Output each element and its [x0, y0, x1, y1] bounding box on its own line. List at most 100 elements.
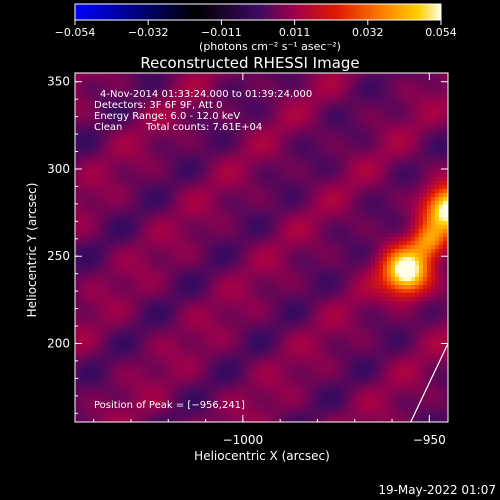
heatmap-cell — [227, 165, 232, 170]
heatmap-cell — [155, 221, 160, 226]
heatmap-cell — [195, 113, 200, 118]
heatmap-cell — [123, 245, 128, 250]
heatmap-cell — [203, 169, 208, 174]
heatmap-cell — [355, 189, 360, 194]
heatmap-cell — [107, 233, 112, 238]
heatmap-cell — [199, 141, 204, 146]
heatmap-cell — [131, 225, 136, 230]
heatmap-cell — [255, 221, 260, 226]
heatmap-cell — [387, 205, 392, 210]
heatmap-cell — [239, 137, 244, 142]
heatmap-cell — [259, 109, 264, 114]
heatmap-cell — [319, 237, 324, 242]
heatmap-cell — [383, 157, 388, 162]
heatmap-cell — [379, 261, 384, 266]
heatmap-cell — [227, 269, 232, 274]
heatmap-cell — [191, 125, 196, 130]
heatmap-cell — [147, 245, 152, 250]
heatmap-cell — [439, 93, 444, 98]
heatmap-cell — [87, 229, 92, 234]
heatmap-cell — [403, 177, 408, 182]
heatmap-cell — [87, 165, 92, 170]
heatmap-cell — [127, 277, 132, 282]
heatmap-cell — [163, 93, 168, 98]
heatmap-cell — [127, 257, 132, 262]
heatmap-cell — [407, 169, 412, 174]
heatmap-cell — [375, 89, 380, 94]
heatmap-cell — [147, 117, 152, 122]
heatmap-cell — [135, 89, 140, 94]
heatmap-cell — [247, 185, 252, 190]
heatmap-cell — [279, 165, 284, 170]
heatmap-cell — [423, 197, 428, 202]
heatmap-cell — [363, 249, 368, 254]
heatmap-cell — [147, 185, 152, 190]
heatmap-cell — [367, 257, 372, 262]
heatmap-cell — [115, 89, 120, 94]
heatmap-cell — [167, 73, 172, 78]
heatmap-cell — [443, 205, 448, 210]
heatmap-cell — [195, 197, 200, 202]
heatmap-cell — [175, 129, 180, 134]
heatmap-cell — [263, 181, 268, 186]
heatmap-cell — [95, 109, 100, 114]
heatmap-cell — [263, 133, 268, 138]
heatmap-cell — [315, 129, 320, 134]
heatmap-cell — [191, 145, 196, 150]
heatmap-cell — [103, 73, 108, 78]
heatmap-cell — [259, 189, 264, 194]
heatmap-cell — [115, 277, 120, 282]
heatmap-cell — [223, 205, 228, 210]
heatmap-cell — [263, 269, 268, 274]
heatmap-cell — [371, 249, 376, 254]
heatmap-cell — [335, 97, 340, 102]
heatmap-cell — [423, 153, 428, 158]
heatmap-cell — [75, 193, 80, 198]
heatmap-cell — [395, 221, 400, 226]
heatmap-cell — [323, 253, 328, 258]
heatmap-cell — [267, 233, 272, 238]
heatmap-cell — [287, 165, 292, 170]
heatmap-cell — [243, 185, 248, 190]
heatmap-cell — [335, 125, 340, 130]
heatmap-cell — [83, 205, 88, 210]
heatmap-cell — [351, 177, 356, 182]
heatmap-cell — [307, 169, 312, 174]
heatmap-cell — [323, 237, 328, 242]
heatmap-cell — [131, 113, 136, 118]
heatmap-cell — [271, 237, 276, 242]
heatmap-cell — [311, 185, 316, 190]
heatmap-cell — [407, 233, 412, 238]
heatmap-cell — [407, 185, 412, 190]
heatmap-cell — [403, 257, 408, 262]
heatmap-cell — [403, 221, 408, 226]
heatmap-cell — [143, 117, 148, 122]
heatmap-cell — [175, 77, 180, 82]
heatmap-cell — [199, 77, 204, 82]
heatmap-cell — [191, 81, 196, 86]
heatmap-cell — [231, 109, 236, 114]
heatmap-cell — [251, 81, 256, 86]
heatmap-cell — [359, 249, 364, 254]
heatmap-cell — [275, 265, 280, 270]
heatmap-cell — [275, 89, 280, 94]
heatmap-cell — [339, 253, 344, 258]
heatmap-cell — [415, 213, 420, 218]
heatmap-cell — [339, 249, 344, 254]
heatmap-cell — [139, 145, 144, 150]
heatmap-cell — [187, 217, 192, 222]
heatmap-cell — [315, 253, 320, 258]
heatmap-cell — [283, 101, 288, 106]
heatmap-cell — [299, 225, 304, 230]
heatmap-cell — [383, 253, 388, 258]
heatmap-cell — [111, 109, 116, 114]
heatmap-cell — [347, 249, 352, 254]
heatmap-cell — [379, 249, 384, 254]
heatmap-cell — [379, 269, 384, 274]
heatmap-cell — [175, 137, 180, 142]
heatmap-cell — [443, 245, 448, 250]
heatmap-cell — [287, 137, 292, 142]
heatmap-cell — [431, 217, 436, 222]
heatmap-cell — [199, 165, 204, 170]
heatmap-cell — [367, 213, 372, 218]
